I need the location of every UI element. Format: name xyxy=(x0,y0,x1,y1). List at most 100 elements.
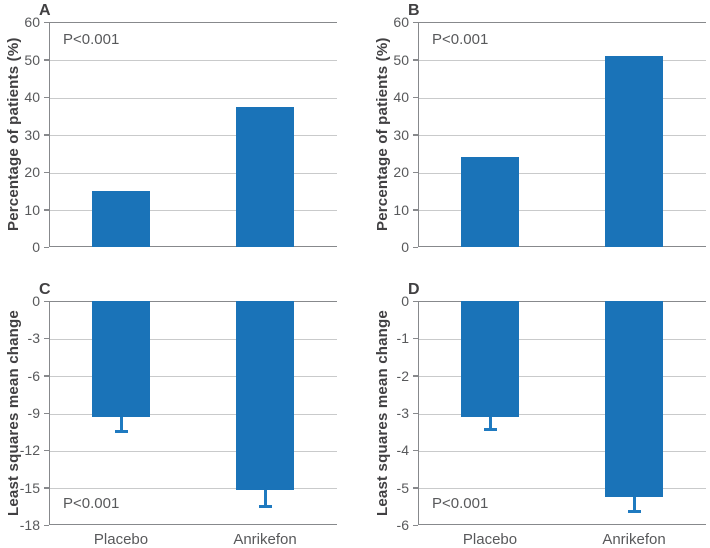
y-tick-label: 0 xyxy=(32,293,40,309)
plot-area xyxy=(49,22,337,247)
error-bar-cap xyxy=(114,430,128,434)
gridline xyxy=(50,60,337,61)
y-tick-mark xyxy=(44,246,49,248)
y-tick-label: -15 xyxy=(19,479,40,496)
gridline xyxy=(419,488,706,490)
gridline xyxy=(419,450,706,452)
gridline xyxy=(50,450,337,452)
bar-placebo xyxy=(92,301,150,417)
y-tick-mark xyxy=(413,487,418,489)
y-tick-label: 20 xyxy=(24,164,40,180)
y-tick-label: 40 xyxy=(24,89,40,105)
y-tick-mark xyxy=(413,96,418,98)
y-tick-mark xyxy=(44,21,49,23)
y-tick-mark xyxy=(413,246,418,248)
p-value-label: P<0.001 xyxy=(63,495,120,512)
error-bar-cap xyxy=(627,510,641,514)
y-tick-label: 0 xyxy=(32,239,40,255)
y-tick-label: 60 xyxy=(24,14,40,30)
gridline xyxy=(50,488,337,490)
y-tick-label: -5 xyxy=(396,479,409,496)
panel-b: B Percentage of patients (%) 60 50 40 30 20 10 0… xyxy=(355,0,710,274)
gridline xyxy=(50,376,337,378)
y-tick-mark xyxy=(413,375,418,377)
gridline xyxy=(50,135,337,136)
error-bar-stem xyxy=(488,416,492,430)
panel-c: C Least squares mean change 0 -3 -6 -9 -12 -15-… xyxy=(0,274,355,548)
y-tick-label: -3 xyxy=(396,405,409,421)
y-tick-label: 10 xyxy=(393,201,409,218)
y-tick-mark xyxy=(413,59,418,61)
p-value-label: P<0.001 xyxy=(432,495,489,512)
error-bar-stem xyxy=(632,497,636,512)
y-tick-mark xyxy=(413,412,418,414)
y-tick-mark xyxy=(44,96,49,98)
y-tick-mark xyxy=(413,337,418,340)
y-tick-label: 10 xyxy=(24,201,40,218)
y-tick-label: -9 xyxy=(27,405,40,421)
plot-area xyxy=(418,301,706,525)
panel-letter: B xyxy=(408,2,420,19)
y-tick-label: 20 xyxy=(393,164,409,180)
x-tick-label-anrikefon: Anrikefon xyxy=(602,531,666,548)
y-tick-label: 60 xyxy=(393,14,409,30)
bar-anrikefon xyxy=(236,107,294,247)
y-tick-mark xyxy=(413,171,418,173)
gridline xyxy=(50,210,337,211)
y-tick-label: -1 xyxy=(396,330,409,347)
bar-placebo xyxy=(461,301,519,417)
panel-letter: D xyxy=(408,281,420,298)
gridline xyxy=(419,172,706,174)
x-tick-label-anrikefon: Anrikefon xyxy=(233,531,297,548)
y-tick-mark xyxy=(44,337,49,340)
x-tick-label-placebo: Placebo xyxy=(462,531,518,548)
y-tick-label: 30 xyxy=(393,126,409,143)
bar-anrikefon xyxy=(236,301,294,491)
y-tick-label: 40 xyxy=(393,89,409,105)
p-value-label: P<0.001 xyxy=(63,31,120,48)
y-tick-mark xyxy=(44,209,49,211)
bar-anrikefon xyxy=(605,301,663,497)
error-bar-stem xyxy=(119,416,123,432)
y-tick-mark xyxy=(413,524,418,526)
y-tick-mark xyxy=(413,449,418,452)
y-tick-mark xyxy=(413,300,418,302)
y-tick-label: 30 xyxy=(24,126,40,143)
gridline xyxy=(419,413,706,415)
bar-placebo xyxy=(461,157,519,247)
bar-anrikefon xyxy=(605,55,663,247)
y-tick-label: 0 xyxy=(401,239,409,255)
y-tick-mark xyxy=(44,375,49,377)
y-tick-mark xyxy=(413,209,418,211)
y-tick-label: -18 xyxy=(19,517,40,533)
gridline xyxy=(419,135,706,136)
gridline xyxy=(419,210,706,211)
gridline xyxy=(50,97,337,99)
plot-area xyxy=(418,22,706,247)
gridline xyxy=(50,338,337,340)
y-tick-label: -12 xyxy=(19,442,40,459)
gridline xyxy=(419,376,706,378)
y-tick-label: -2 xyxy=(396,367,409,384)
y-tick-mark xyxy=(44,449,49,452)
x-tick-label-placebo: Placebo xyxy=(93,531,149,548)
y-tick-mark xyxy=(44,59,49,61)
y-tick-label: 50 xyxy=(24,51,40,68)
bar-placebo xyxy=(92,190,150,247)
y-tick-mark xyxy=(44,300,49,302)
panel-d: D Least squares mean change 0 -1 -2 -3 -4 -5 -6 P… xyxy=(355,274,710,548)
panel-letter: C xyxy=(39,281,51,298)
error-bar-cap xyxy=(483,428,497,432)
y-tick-mark xyxy=(413,21,418,23)
gridline xyxy=(419,338,706,340)
panel-a: A Percentage of patients (%) 60 50 40 30 20 10 0… xyxy=(0,0,355,274)
gridline xyxy=(419,60,706,61)
y-tick-label: -6 xyxy=(27,367,40,384)
y-tick-mark xyxy=(44,134,49,136)
y-tick-mark xyxy=(44,171,49,173)
y-tick-label: -4 xyxy=(396,442,409,459)
y-tick-mark xyxy=(44,524,49,526)
gridline xyxy=(50,413,337,415)
y-tick-mark xyxy=(44,487,49,489)
